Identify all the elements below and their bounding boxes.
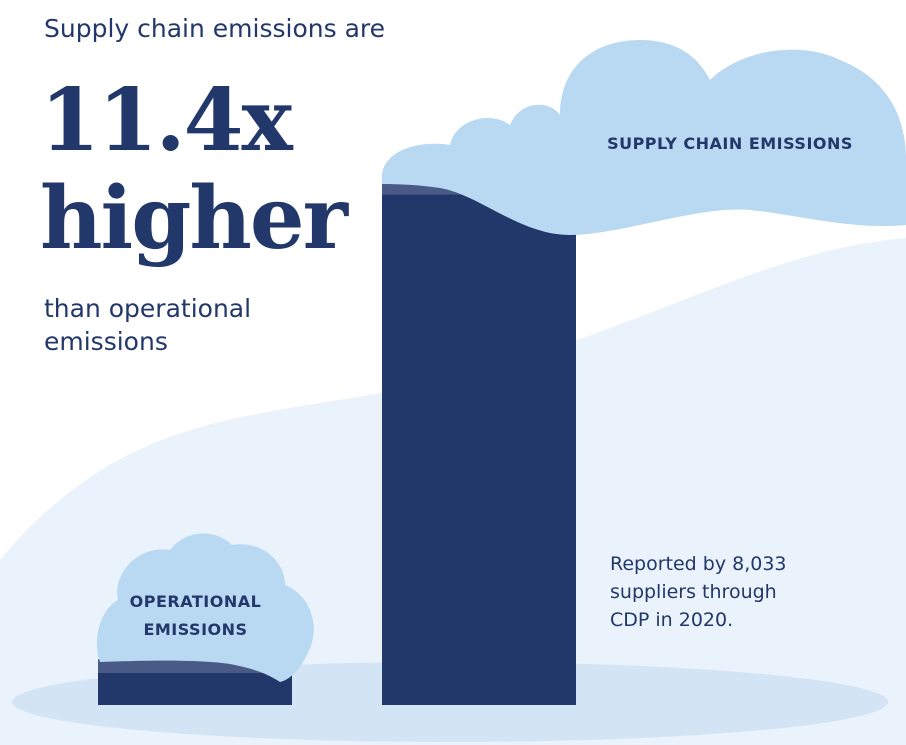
headline-line: higher: [40, 168, 348, 269]
category-label: OPERATIONAL EMISSIONS: [129, 592, 262, 639]
intro-text: Supply chain emissions are: [44, 14, 386, 43]
category-label: SUPPLY CHAIN EMISSIONS: [607, 134, 853, 153]
subtitle: than operational emissions: [44, 294, 252, 356]
large-cloud: [381, 40, 906, 235]
small-cloud: [96, 533, 314, 682]
headline-line: 11.4x: [40, 70, 293, 171]
annotation: Reported by 8,033 suppliers through CDP …: [610, 553, 787, 631]
headline: 11.4x higher: [40, 70, 348, 269]
bar: [382, 180, 576, 706]
